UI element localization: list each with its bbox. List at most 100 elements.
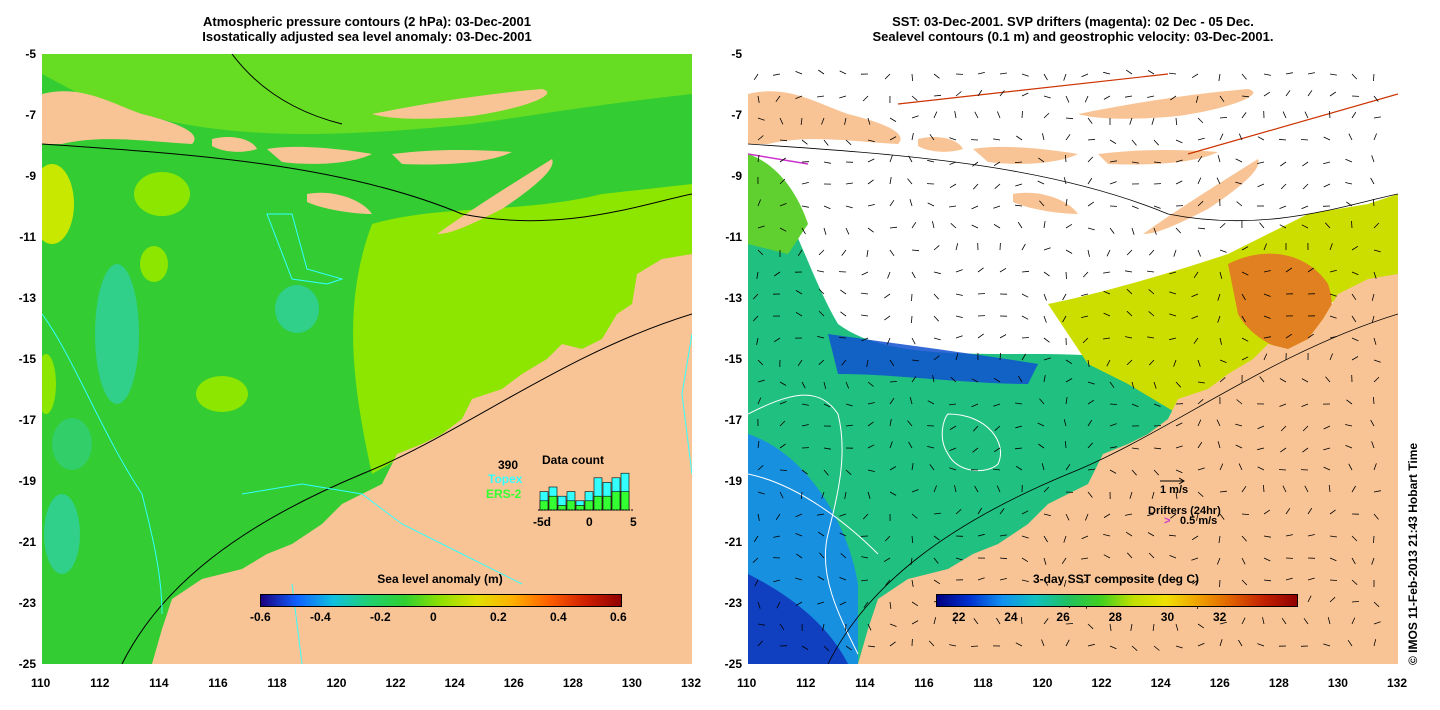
velocity-vector	[1259, 376, 1265, 383]
velocity-vector	[1370, 419, 1375, 427]
velocity-vector	[1173, 249, 1177, 257]
velocity-vector	[1278, 469, 1287, 471]
velocity-vector	[889, 441, 893, 449]
velocity-vector	[911, 620, 919, 625]
velocity-vector	[1065, 199, 1068, 207]
velocity-vector	[911, 115, 919, 119]
velocity-vector	[933, 94, 942, 97]
velocity-vector	[839, 577, 847, 581]
velocity-vector	[933, 579, 941, 585]
anomaly-patch-e	[42, 354, 56, 414]
velocity-vector	[1148, 359, 1155, 366]
island-sumbawa-right	[973, 146, 1078, 164]
velocity-vector	[1197, 249, 1201, 257]
velocity-vector	[1257, 425, 1265, 430]
velocity-vector	[1285, 577, 1293, 581]
right-x-tick-4: 118	[973, 676, 993, 690]
drifter-legend-speed: 0.5 m/s	[1180, 515, 1218, 527]
velocity-vector	[1153, 227, 1157, 235]
velocity-vector	[999, 72, 1007, 75]
velocity-vector	[1323, 183, 1331, 188]
velocity-vector	[911, 133, 914, 141]
ers2-bar-7	[602, 495, 612, 511]
velocity-vector	[779, 420, 786, 427]
velocity-vector	[1041, 463, 1045, 471]
velocity-vector	[1109, 645, 1117, 650]
velocity-vector	[1329, 91, 1337, 97]
right-y-tick-9: -23	[724, 596, 742, 610]
velocity-vector	[1175, 422, 1183, 427]
velocity-vector	[1373, 95, 1379, 102]
velocity-vector	[1219, 249, 1227, 253]
sea-level-contour-1	[748, 394, 859, 655]
anomaly-patch-c	[140, 246, 168, 282]
velocity-vector	[1307, 577, 1315, 581]
right-x-tick-11: 132	[1387, 676, 1408, 690]
velocity-vector	[817, 336, 825, 339]
velocity-vector	[1371, 441, 1375, 449]
island-bali-right	[918, 137, 963, 152]
right-x-tick-8: 126	[1209, 676, 1230, 690]
right-y-tick-8: -21	[724, 535, 742, 549]
left-x-tick-10: 130	[621, 676, 642, 690]
velocity-vector	[1087, 138, 1096, 141]
velocity-vector	[1307, 534, 1315, 537]
velocity-vector	[1109, 623, 1112, 631]
velocity-vector	[867, 623, 872, 631]
velocity-vector	[817, 531, 825, 537]
velocity-vector	[1021, 510, 1029, 515]
velocity-vector	[1175, 159, 1183, 163]
velocity-vector	[908, 441, 913, 449]
velocity-vector	[867, 381, 874, 387]
velocity-vector	[1147, 270, 1155, 273]
velocity-vector	[955, 353, 959, 361]
velocity-vector	[1043, 315, 1047, 323]
velocity-vector	[1131, 205, 1139, 209]
velocity-vector	[1219, 271, 1223, 279]
sst-colorbar-tick-5: 32	[1212, 610, 1227, 624]
anomaly-patch-east	[353, 184, 692, 474]
velocity-vector	[757, 397, 762, 405]
right-x-tick-10: 130	[1327, 676, 1348, 690]
sst-colorbar	[936, 594, 1298, 607]
velocity-vector	[1126, 249, 1133, 256]
velocity-vector	[954, 111, 957, 119]
velocity-vector	[1175, 469, 1183, 474]
velocity-vector	[911, 249, 920, 252]
velocity-vector	[795, 311, 803, 317]
velocity-vector	[1147, 576, 1155, 581]
velocity-vector	[1087, 643, 1095, 647]
velocity-vector	[1062, 315, 1067, 323]
velocity-vector	[1109, 446, 1117, 449]
velocity-vector	[999, 90, 1005, 97]
velocity-vector	[1197, 200, 1204, 207]
left-x-tick-3: 116	[208, 676, 228, 690]
velocity-vector	[999, 534, 1007, 537]
island-north-coast-right	[1078, 89, 1254, 119]
velocity-vector	[756, 337, 759, 345]
velocity-vector	[1304, 485, 1309, 493]
velocity-vector	[839, 95, 847, 99]
velocity-vector	[1347, 639, 1353, 647]
velocity-vector	[1241, 513, 1250, 515]
velocity-vector	[977, 577, 985, 581]
velocity-vector	[1014, 161, 1023, 164]
left-y-tick-10: -25	[18, 657, 36, 671]
velocity-vector	[970, 645, 979, 647]
velocity-vector	[1149, 249, 1155, 256]
velocity-vector	[993, 224, 1001, 229]
velocity-vector	[1087, 249, 1090, 257]
velocity-vector	[840, 311, 847, 317]
velocity-vector	[889, 226, 898, 229]
velocity-vector	[1063, 177, 1067, 185]
velocity-vector	[1373, 249, 1381, 253]
velocity-vector	[1279, 224, 1287, 229]
velocity-vector	[1038, 157, 1045, 163]
velocity-vector	[1065, 623, 1074, 625]
velocity-vector	[1103, 554, 1111, 559]
velocity-vector	[757, 491, 765, 495]
right-x-tick-1: 112	[796, 676, 816, 690]
velocity-vector	[1103, 71, 1111, 75]
velocity-vector	[949, 425, 957, 430]
velocity-vector	[1109, 227, 1115, 234]
